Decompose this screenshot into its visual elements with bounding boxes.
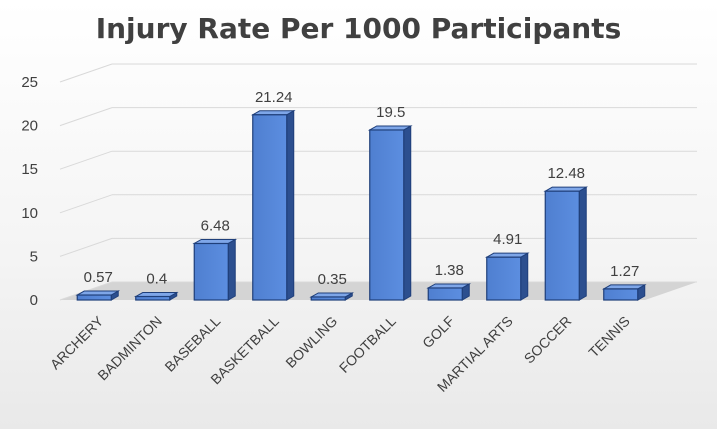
- bar-side: [286, 109, 295, 301]
- bar-front: [603, 288, 639, 301]
- x-category-label: FOOTBALL: [336, 313, 399, 376]
- bar-top: [367, 125, 413, 131]
- bar-side: [403, 125, 412, 301]
- gridline-depth: [59, 194, 113, 214]
- x-category-label: ARCHERY: [47, 312, 107, 372]
- y-tick-label: 5: [30, 248, 38, 265]
- bar-front: [486, 256, 522, 301]
- gridline-depth: [59, 150, 113, 170]
- bar-front: [76, 294, 112, 301]
- bar: [133, 291, 179, 301]
- data-label: 0.57: [84, 269, 113, 286]
- y-tick-label: 20: [21, 118, 38, 135]
- bar-top: [75, 290, 121, 296]
- data-label: 4.91: [493, 231, 522, 248]
- y-tick-label: 0: [30, 292, 38, 309]
- data-label: 0.4: [146, 271, 167, 288]
- data-label: 19.5: [376, 104, 405, 121]
- bar: [250, 109, 296, 301]
- bar-front: [252, 114, 288, 301]
- bar-top: [543, 186, 589, 192]
- gridline-depth: [59, 237, 113, 257]
- x-category-label: BASEBALL: [161, 313, 223, 375]
- bar-side: [520, 252, 529, 301]
- data-label: 21.24: [255, 89, 293, 106]
- bar-top: [309, 292, 355, 298]
- bar-front: [135, 295, 171, 301]
- bar: [367, 125, 413, 301]
- bar: [426, 283, 472, 301]
- y-tick-label: 15: [21, 161, 38, 178]
- data-label: 0.35: [318, 271, 347, 288]
- bar-top: [426, 283, 472, 289]
- x-category-label: TENNIS: [585, 313, 633, 361]
- bar: [75, 290, 121, 301]
- bar: [543, 186, 589, 301]
- gridline-depth: [59, 63, 113, 83]
- y-tick-label: 25: [21, 74, 38, 91]
- data-label: 1.27: [610, 263, 639, 280]
- bar: [192, 238, 238, 301]
- bar-front: [193, 242, 229, 301]
- bar-top: [601, 284, 647, 290]
- bar-front: [369, 129, 405, 301]
- data-label: 6.48: [201, 217, 230, 234]
- bar: [484, 252, 530, 301]
- data-label: 12.48: [547, 165, 585, 182]
- x-category-label: BOWLING: [282, 313, 340, 371]
- data-label: 1.38: [435, 262, 464, 279]
- bar-front: [310, 296, 346, 301]
- bar: [309, 292, 355, 301]
- y-tick-label: 10: [21, 205, 38, 222]
- bar-front: [427, 287, 463, 301]
- bar: [601, 284, 647, 301]
- chart-title: Injury Rate Per 1000 Participants: [95, 12, 622, 45]
- gridline-depth: [59, 107, 113, 127]
- bar-front: [544, 190, 580, 301]
- bar-side: [578, 186, 587, 301]
- x-category-label: GOLF: [419, 313, 457, 351]
- x-category-label: SOCCER: [521, 313, 575, 367]
- bar-side: [227, 238, 236, 301]
